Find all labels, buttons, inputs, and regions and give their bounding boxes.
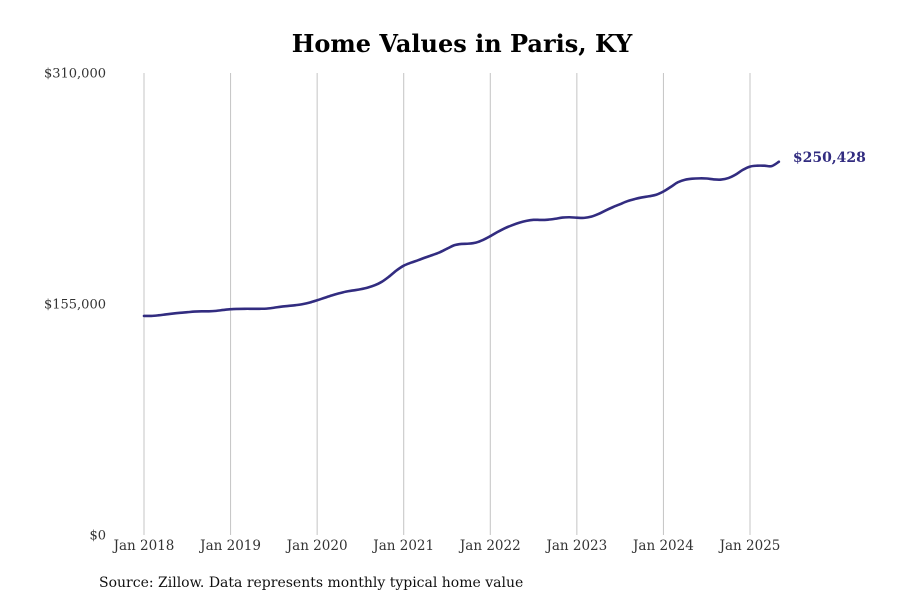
y-tick-label: $155,000 (44, 298, 106, 313)
x-tick-label: Jan 2025 (718, 538, 781, 554)
series-layer (142, 160, 781, 318)
x-axis: Jan 2018 Jan 2019 Jan 2020 Jan 2021 Jan 2022… (112, 538, 781, 554)
x-tick-label: Jan 2020 (285, 538, 348, 554)
last-value-label: $250,428 (793, 150, 866, 166)
x-tick-label: Jan 2023 (544, 538, 607, 554)
y-axis: $0 $155,000 $310,000 (44, 67, 106, 544)
y-tick-label: $0 (89, 529, 106, 544)
source-note: Source: Zillow. Data represents monthly … (99, 575, 523, 591)
x-tick-label: Jan 2019 (198, 538, 261, 554)
gridlines (143, 73, 751, 535)
chart-title: Home Values in Paris, KY (292, 29, 633, 58)
home-value-line (142, 160, 781, 318)
x-tick-label: Jan 2022 (458, 538, 521, 554)
x-tick-label: Jan 2024 (631, 538, 694, 554)
y-tick-label: $310,000 (44, 67, 106, 82)
x-tick-label: Jan 2021 (371, 538, 434, 554)
x-tick-label: Jan 2018 (112, 538, 175, 554)
